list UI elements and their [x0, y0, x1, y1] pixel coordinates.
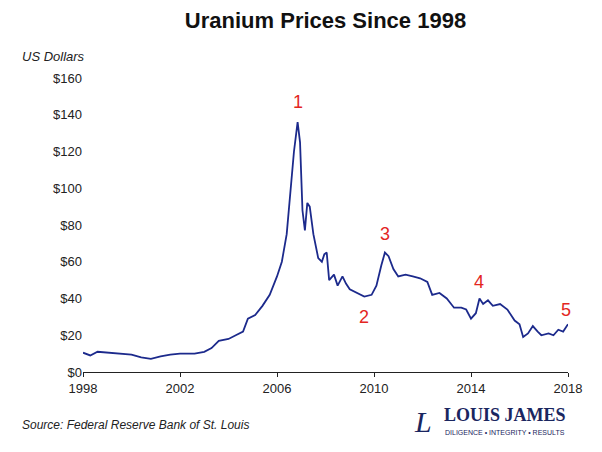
svg-text:2: 2 — [359, 307, 369, 327]
svg-text:$60: $60 — [60, 254, 82, 269]
svg-text:$20: $20 — [60, 328, 82, 343]
svg-text:Uranium Prices Since 1998: Uranium Prices Since 1998 — [185, 8, 466, 33]
svg-text:2010: 2010 — [360, 381, 389, 396]
svg-text:1: 1 — [293, 92, 303, 112]
svg-text:L: L — [414, 405, 432, 438]
svg-text:1998: 1998 — [69, 381, 98, 396]
svg-text:2014: 2014 — [457, 381, 486, 396]
svg-text:LOUIS JAMES: LOUIS JAMES — [444, 405, 566, 425]
svg-text:Source: Federal Reserve Bank o: Source: Federal Reserve Bank of St. Loui… — [22, 418, 249, 432]
svg-text:4: 4 — [474, 272, 484, 292]
svg-text:DILIGENCE • INTEGRITY • RESULT: DILIGENCE • INTEGRITY • RESULTS — [445, 429, 565, 436]
svg-text:2018: 2018 — [554, 381, 583, 396]
svg-text:$40: $40 — [60, 291, 82, 306]
svg-text:$140: $140 — [53, 107, 82, 122]
svg-text:5: 5 — [561, 300, 571, 320]
svg-text:2002: 2002 — [166, 381, 195, 396]
svg-text:3: 3 — [380, 224, 390, 244]
svg-text:$120: $120 — [53, 144, 82, 159]
svg-text:$160: $160 — [53, 71, 82, 86]
svg-text:$0: $0 — [68, 365, 82, 380]
svg-text:$100: $100 — [53, 181, 82, 196]
svg-text:2006: 2006 — [263, 381, 292, 396]
svg-text:US Dollars: US Dollars — [22, 49, 85, 64]
svg-text:$80: $80 — [60, 218, 82, 233]
